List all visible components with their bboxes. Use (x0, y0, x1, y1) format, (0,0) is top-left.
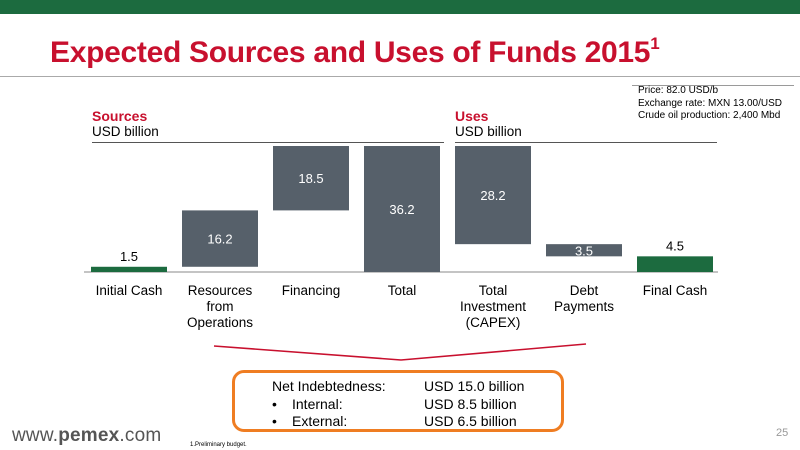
bracket-left-line (213, 345, 402, 361)
category-label-6: Final Cash (643, 283, 708, 298)
debt-row-internal: • Internal: (272, 396, 343, 412)
bar-value-label-5: 3.5 (575, 243, 593, 258)
top-brand-bar (0, 0, 800, 14)
bar-value-label-3: 36.2 (389, 202, 414, 217)
assumption-exchange-rate: Exchange rate: MXN 13.00/USD (638, 97, 782, 109)
category-label-3: Total (388, 283, 417, 298)
url-suffix: .com (119, 425, 162, 446)
bar-2 (273, 146, 349, 211)
page-number: 25 (776, 427, 789, 439)
category-label-2: Financing (282, 283, 341, 298)
bar-value-label-2: 18.5 (298, 171, 323, 186)
bracket-right-line (400, 343, 587, 361)
category-label-5: Debt Payments (554, 283, 614, 314)
footnote: 1.Preliminary budget. (190, 442, 247, 448)
bar-value-label-0: 1.5 (120, 249, 138, 264)
debt-label-net: Net Indebtedness: (272, 378, 386, 394)
sources-divider (92, 142, 444, 143)
bar-3 (364, 146, 440, 272)
page-title: Expected Sources and Uses of Funds 20151 (50, 34, 660, 70)
debt-row-external: • External: (272, 413, 347, 429)
bullet-external: • (272, 413, 277, 429)
assumption-production: Crude oil production: 2,400 Mbd (638, 110, 781, 121)
title-footnote-marker: 1 (650, 34, 660, 53)
debt-value-net: USD 15.0 billion (424, 378, 525, 394)
title-divider (0, 76, 800, 77)
uses-unit: USD billion (455, 124, 522, 139)
category-label-1: Resources from Operations (187, 283, 253, 330)
bullet-internal: • (272, 396, 277, 412)
bar-value-label-1: 16.2 (207, 232, 232, 247)
bar-0 (91, 266, 167, 272)
bar-value-label-4: 28.2 (480, 188, 505, 203)
bar-5 (546, 244, 622, 257)
bar-1 (182, 210, 258, 267)
debt-value-external: USD 6.5 billion (424, 413, 517, 429)
sources-heading: Sources (92, 108, 148, 124)
sources-unit: USD billion (92, 124, 159, 139)
uses-heading: Uses (455, 108, 489, 124)
debt-label-internal: Internal: (292, 396, 343, 412)
debt-row-net: Net Indebtedness: (272, 378, 386, 394)
bar-4 (455, 146, 531, 245)
debt-summary-box (232, 370, 564, 432)
url-prefix: www. (12, 425, 59, 446)
url-brand: pemex (58, 425, 120, 446)
assumptions-divider (632, 85, 794, 86)
assumptions-panel: Price: 82.0 USD/b Exchange rate: MXN 13.… (638, 85, 782, 123)
page-title-text: Expected Sources and Uses of Funds 2015 (50, 36, 651, 69)
bar-value-label-6: 4.5 (666, 238, 684, 253)
category-label-0: Initial Cash (96, 283, 163, 298)
category-label-4: Total Investment (CAPEX) (460, 283, 526, 330)
bar-6 (637, 256, 713, 272)
uses-divider (455, 142, 717, 143)
website-url[interactable]: www.pemex.com (12, 425, 161, 447)
debt-label-external: External: (292, 413, 348, 429)
assumption-price: Price: 82.0 USD/b (638, 85, 719, 96)
debt-value-internal: USD 8.5 billion (424, 396, 517, 412)
